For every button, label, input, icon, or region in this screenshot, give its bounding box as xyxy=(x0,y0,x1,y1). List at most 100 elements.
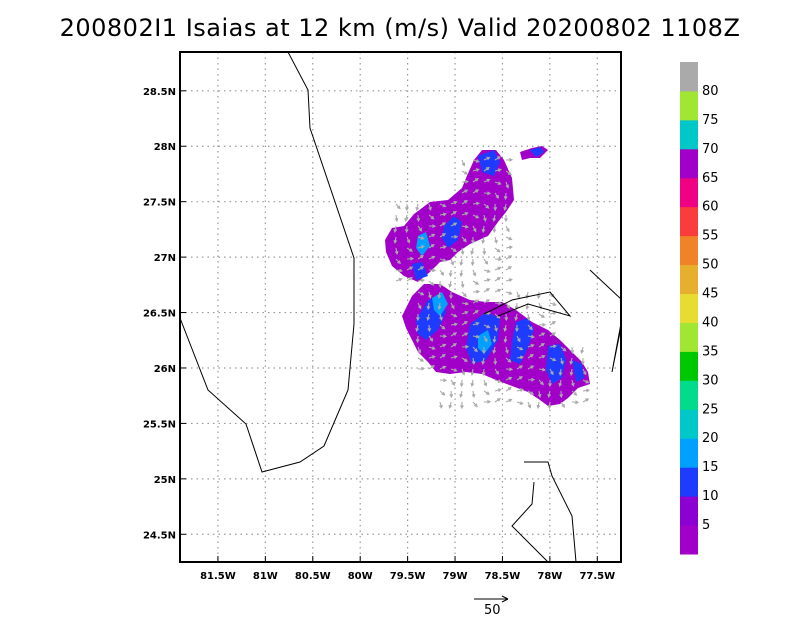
wind-vector-arrow xyxy=(393,236,398,245)
wind-vector-arrow xyxy=(483,203,490,209)
wind-vector-arrow xyxy=(417,236,425,240)
wind-vector-arrow xyxy=(439,324,446,330)
wind-vector-arrow xyxy=(460,247,465,256)
wind-vector-arrow xyxy=(516,291,521,299)
wind-vector-arrow xyxy=(439,313,443,321)
colorbar-swatch xyxy=(680,90,698,121)
wind-vector-arrow xyxy=(461,291,467,298)
wind-vector-arrow xyxy=(394,247,399,256)
colorbar-swatch xyxy=(680,62,698,92)
wind-vector-arrow xyxy=(483,399,492,404)
wind-vector-arrow xyxy=(426,313,431,321)
wind-vector-arrow xyxy=(417,266,425,271)
colorbar-swatch xyxy=(680,351,698,381)
wind-vector-arrow xyxy=(459,390,464,398)
wind-vector-arrow xyxy=(472,159,480,163)
wind-vector-arrow xyxy=(483,278,491,282)
wind-vector-arrow xyxy=(437,291,442,299)
wind-vector-arrow xyxy=(459,269,464,278)
colorbar-label: 60 xyxy=(702,200,719,215)
lon-tick-label: 80W xyxy=(348,571,373,582)
colorbar-swatch xyxy=(680,119,698,150)
wind-vector-arrow xyxy=(538,379,544,386)
colorbar-swatch xyxy=(680,322,698,352)
wind-vector-arrow xyxy=(494,288,502,293)
wind-vector-arrow xyxy=(428,355,436,359)
wind-vector-arrow xyxy=(494,156,502,161)
wind-vector-arrow xyxy=(549,344,558,349)
wind-field xyxy=(385,146,591,410)
wind-vector-arrow xyxy=(439,334,448,339)
wind-vector-arrow xyxy=(472,225,477,233)
wind-vector-arrow xyxy=(439,353,446,359)
wind-vector-arrow xyxy=(395,203,401,210)
wind-vector-arrow xyxy=(395,258,401,265)
wind-vector-arrow xyxy=(483,258,489,265)
colorbar-label: 45 xyxy=(702,287,719,302)
figure-title: 200802I1 Isaias at 12 km (m/s) Valid 202… xyxy=(59,14,741,42)
wind-vector-arrow xyxy=(527,343,535,348)
wind-vector-arrow xyxy=(538,322,547,327)
wind-vector-arrow xyxy=(472,280,480,285)
wind-vector-arrow xyxy=(472,346,478,353)
latitude-tick-labels: 24.5N 25N 25.5N 26N 26.5N 27N 27.5N 28N 28.5N xyxy=(143,87,176,541)
wind-vector-arrow xyxy=(461,368,466,376)
wind-vector-arrow xyxy=(494,276,501,282)
wind-vector-arrow xyxy=(547,390,552,398)
wind-vector-arrow xyxy=(481,236,486,244)
wind-vector-arrow xyxy=(438,280,443,289)
wind-vector-arrow xyxy=(461,301,470,306)
wind-vector-arrow xyxy=(448,269,453,278)
wind-vector-arrow xyxy=(483,156,491,161)
wind-vector-arrow xyxy=(472,178,479,183)
wind-vector-arrow xyxy=(461,321,468,326)
wind-vector-arrow xyxy=(538,343,545,348)
lon-tick-label: 81.5W xyxy=(200,571,236,582)
wind-vector-arrow xyxy=(571,390,578,396)
wind-vector-arrow xyxy=(548,379,552,388)
wind-vector-arrow xyxy=(450,313,458,318)
wind-vector-arrow xyxy=(437,302,442,311)
lat-tick-label: 27N xyxy=(154,253,176,264)
wind-vector-arrow xyxy=(536,291,541,300)
lon-tick-label: 80.5W xyxy=(295,571,331,582)
wind-vector-arrow xyxy=(417,346,422,354)
wind-vector-arrow xyxy=(558,368,563,377)
wind-vector-arrow xyxy=(505,398,513,403)
wind-vector-arrow xyxy=(450,302,455,310)
wind-vector-arrow xyxy=(494,257,503,262)
wind-vector-arrow xyxy=(569,357,574,365)
lon-tick-label: 77.5W xyxy=(579,571,615,582)
wind-vector-arrow xyxy=(428,280,435,286)
wind-vector-arrow xyxy=(450,332,458,337)
colorbar: 5 10 15 20 25 30 35 40 45 50 55 60 65 70 75 80 xyxy=(680,62,719,555)
wind-vector-arrow xyxy=(450,322,459,327)
wind-vector-arrow xyxy=(560,401,565,408)
wind-vector-arrow xyxy=(571,379,575,387)
colorbar-label: 65 xyxy=(702,171,719,186)
wind-vector-arrow xyxy=(406,266,414,271)
wind-vector-arrow xyxy=(516,346,524,351)
lon-tick-label: 81W xyxy=(253,571,278,582)
wind-vector-arrow xyxy=(494,266,502,271)
wind-vector-arrow xyxy=(428,268,437,273)
wind-vector-arrow xyxy=(560,346,567,352)
wind-vector-arrow xyxy=(549,311,557,315)
wind-vector-arrow xyxy=(439,258,447,262)
wind-vector-arrow xyxy=(493,357,498,366)
wind-vector-arrow xyxy=(505,181,510,189)
wind-vector-arrow xyxy=(560,357,564,365)
colorbar-label: 20 xyxy=(702,431,719,446)
wind-region-lower xyxy=(402,284,590,406)
lat-tick-label: 25.5N xyxy=(143,419,176,430)
wind-vector-arrow xyxy=(426,302,431,311)
colorbar-swatch xyxy=(680,177,698,208)
colorbar-label: 55 xyxy=(702,229,719,244)
colorbar-swatch xyxy=(680,409,698,439)
wind-vector-arrow xyxy=(461,224,470,229)
wind-vector-arrow xyxy=(494,192,500,199)
wind-vector-arrow xyxy=(516,376,524,381)
map-frame xyxy=(179,51,622,563)
wind-vector-arrow xyxy=(582,398,590,403)
wind-vector-arrow xyxy=(494,236,498,244)
